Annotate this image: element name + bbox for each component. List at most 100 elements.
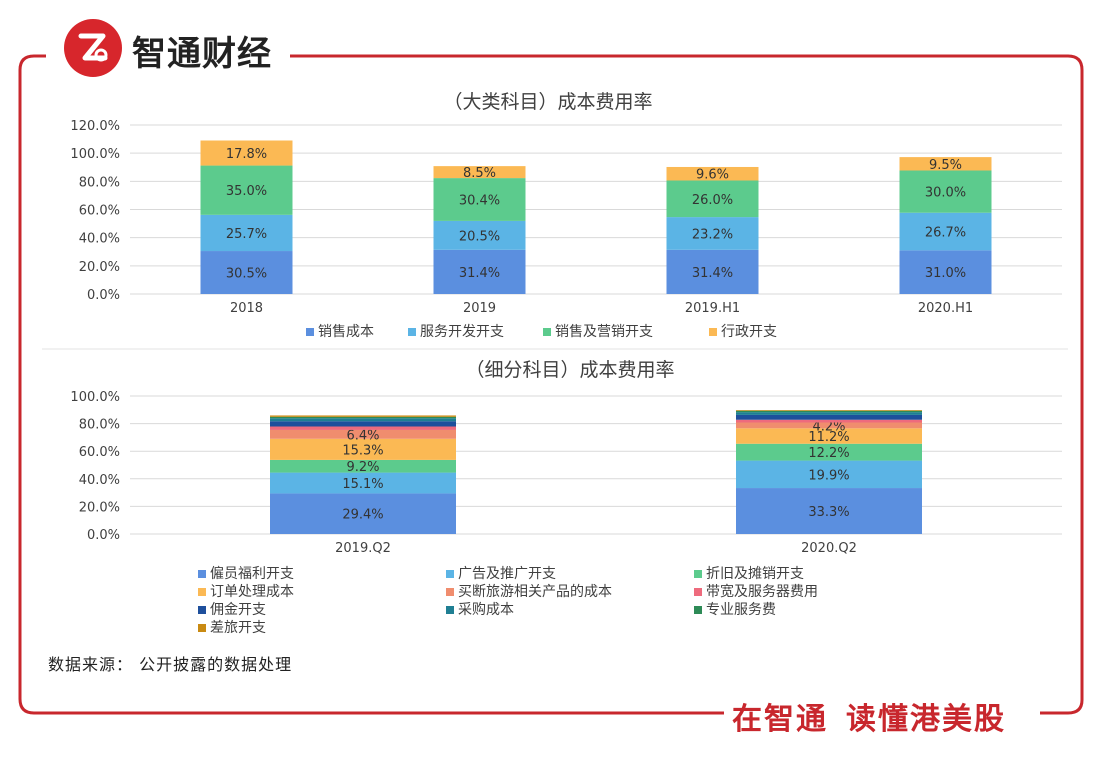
bar-segment <box>666 249 759 294</box>
legend-swatch <box>408 328 416 336</box>
bar-segment <box>433 220 526 250</box>
y-tick-label: 20.0% <box>79 260 120 275</box>
bar-segment <box>270 415 456 417</box>
legend-label: 行政开支 <box>721 324 777 340</box>
bar-segment <box>270 472 456 494</box>
legend-swatch <box>446 606 454 614</box>
bar-segment <box>899 170 992 213</box>
data-label: 17.8% <box>226 147 267 162</box>
legend-swatch <box>694 570 702 578</box>
legend-label: 采购成本 <box>458 602 514 618</box>
legend-swatch <box>198 606 206 614</box>
bar-segment <box>736 419 922 423</box>
data-label: 30.5% <box>226 267 267 282</box>
legend-label: 带宽及服务器费用 <box>706 583 818 600</box>
bar-segment <box>200 140 293 166</box>
data-label: 6.4% <box>346 428 379 443</box>
y-tick-label: 40.0% <box>79 232 120 247</box>
data-label: 15.3% <box>342 443 383 458</box>
x-tick-label: 2020.Q2 <box>801 541 857 556</box>
legend-label: 销售成本 <box>318 324 374 340</box>
slogan-part-2: 读懂港美股 <box>846 702 1006 737</box>
logo-icon <box>78 33 108 62</box>
bar-segment <box>200 165 293 215</box>
bar-segment <box>200 214 293 252</box>
bar-segment <box>666 180 759 218</box>
bar-segment <box>736 422 922 429</box>
bar-segment <box>270 416 456 419</box>
data-label: 30.0% <box>925 186 966 201</box>
brand-logo <box>64 19 122 77</box>
bar-segment <box>270 438 456 460</box>
bar-segment <box>666 166 759 181</box>
data-label: 26.7% <box>925 226 966 241</box>
bar-segment <box>736 412 922 415</box>
chart-subcategory-cost-rate: （细分科目）成本费用率 100.0% 80.0% 60.0% 40.0% 20.0% 0.0… <box>70 359 1062 636</box>
bar-segment <box>736 414 922 420</box>
legend-swatch <box>198 588 206 596</box>
data-label: 9.5% <box>929 158 962 173</box>
brand-name: 智通财经 <box>132 34 272 74</box>
slogan-part-1: 在智通 <box>732 702 828 737</box>
legend-label: 差旅开支 <box>210 620 266 636</box>
bar-segment <box>736 460 922 489</box>
frame-border-left <box>18 54 724 715</box>
bar-segment <box>433 166 526 179</box>
data-label: 23.2% <box>692 227 733 242</box>
legend-label: 广告及推广开支 <box>458 566 556 582</box>
bar-segment <box>270 426 456 430</box>
data-label: 9.6% <box>696 168 729 183</box>
bar-segment <box>433 178 526 221</box>
legend-swatch <box>694 606 702 614</box>
data-label: 29.4% <box>342 508 383 523</box>
x-tick-label: 2019 <box>463 301 496 316</box>
bar-segment <box>270 493 456 534</box>
data-label: 15.1% <box>342 477 383 492</box>
chart-title: （大类科目）成本费用率 <box>443 91 652 113</box>
bar-segment <box>433 249 526 294</box>
data-label: 31.4% <box>692 266 733 281</box>
y-tick-label: 120.0% <box>70 119 120 134</box>
data-label: 9.2% <box>346 460 379 475</box>
legend-swatch <box>446 570 454 578</box>
y-tick-label: 0.0% <box>87 528 120 543</box>
legend-swatch <box>709 328 717 336</box>
legend-label: 专业服务费 <box>706 602 776 618</box>
legend-label: 服务开发开支 <box>420 324 504 340</box>
legend-swatch <box>198 570 206 578</box>
bar-segment <box>270 421 456 427</box>
bar-segment <box>899 212 992 251</box>
data-label: 8.5% <box>463 166 496 181</box>
legend-label: 佣金开支 <box>210 602 266 618</box>
bar-segment <box>666 217 759 250</box>
x-tick-label: 2018 <box>230 301 263 316</box>
bar-segment <box>200 251 293 294</box>
y-tick-label: 80.0% <box>79 418 120 433</box>
legend-label: 买断旅游相关产品的成本 <box>458 584 612 600</box>
bar-segment <box>736 488 922 534</box>
chart-title: （细分科目）成本费用率 <box>465 359 674 381</box>
bar-segment <box>270 429 456 439</box>
data-label: 31.0% <box>925 266 966 281</box>
bar-segment <box>736 410 922 411</box>
data-label: 31.4% <box>459 266 500 281</box>
data-label: 11.2% <box>808 430 849 445</box>
legend-swatch <box>694 588 702 596</box>
legend-label: 折旧及摊销开支 <box>706 566 804 582</box>
bar-segment <box>899 157 992 171</box>
x-tick-label: 2019.Q2 <box>335 541 391 556</box>
data-label: 25.7% <box>226 227 267 242</box>
data-label: 35.0% <box>226 184 267 199</box>
y-tick-label: 60.0% <box>79 445 120 460</box>
legend-swatch <box>306 328 314 336</box>
slogan: 在智通 读懂港美股 <box>726 694 1012 738</box>
legend-swatch <box>446 588 454 596</box>
bar-segment <box>899 250 992 294</box>
data-label: 26.0% <box>692 193 733 208</box>
bar-segment <box>736 443 922 461</box>
data-label: 20.5% <box>459 229 500 244</box>
bar-segment <box>270 459 456 473</box>
x-tick-label: 2020.H1 <box>918 301 973 316</box>
frame-border-right <box>290 54 1084 715</box>
